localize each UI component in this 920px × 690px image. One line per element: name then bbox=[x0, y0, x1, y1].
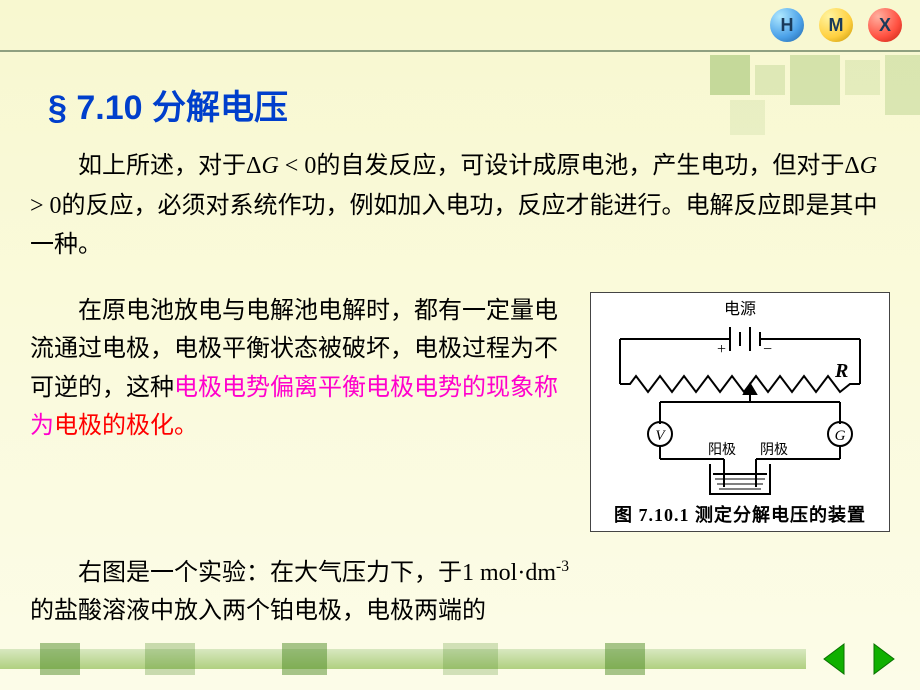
svg-text:R: R bbox=[834, 360, 848, 382]
text: 的盐酸溶液中放入两个铂电极，电极两端的 bbox=[30, 598, 486, 624]
text: > 0的反应，必须对系统作功，例如加入电功，反应才能进行。电解反应即是其中一种。 bbox=[30, 193, 878, 259]
paragraph-2: 在原电池放电与电解池电解时，都有一定量电流通过电极，电极平衡状态被破坏，电极过程… bbox=[30, 292, 575, 532]
prev-button[interactable] bbox=[816, 639, 856, 679]
paragraph-3: 右图是一个实验：在大气压力下，于1 mol·dm-3 的盐酸溶液中放入两个铂电极… bbox=[30, 554, 570, 631]
svg-text:G: G bbox=[835, 428, 846, 444]
var-g: G bbox=[860, 153, 877, 179]
home-button[interactable]: H bbox=[770, 8, 804, 42]
menu-button[interactable]: M bbox=[819, 8, 853, 42]
diagram-caption: 图 7.10.1 测定分解电压的装置 bbox=[614, 501, 866, 527]
footer-decoration bbox=[0, 649, 806, 669]
circuit-diagram: 电源 + − R bbox=[590, 292, 890, 532]
svg-text:电源: 电源 bbox=[724, 300, 756, 318]
text: 如上所述，对于Δ bbox=[78, 153, 261, 179]
svg-text:+: + bbox=[717, 341, 726, 358]
svg-text:−: − bbox=[763, 341, 772, 358]
text: < 0的自发反应，可设计成原电池，产生电功，但对于Δ bbox=[279, 153, 860, 179]
decoration bbox=[710, 55, 920, 145]
svg-text:阴极: 阴极 bbox=[760, 442, 788, 458]
next-button[interactable] bbox=[862, 639, 902, 679]
close-button[interactable]: X bbox=[868, 8, 902, 42]
highlight-red: 电极的极化。 bbox=[54, 413, 198, 439]
paragraph-1: 如上所述，对于ΔG < 0的自发反应，可设计成原电池，产生电功，但对于ΔG > … bbox=[30, 147, 890, 266]
svg-text:阳极: 阳极 bbox=[708, 442, 736, 458]
superscript: -3 bbox=[556, 558, 569, 575]
var-g: G bbox=[261, 153, 278, 179]
text: 右图是一个实验：在大气压力下，于1 mol·dm bbox=[78, 560, 556, 586]
footer bbox=[0, 628, 920, 690]
svg-text:V: V bbox=[655, 428, 666, 444]
circuit-svg: 电源 + − R bbox=[595, 299, 885, 499]
